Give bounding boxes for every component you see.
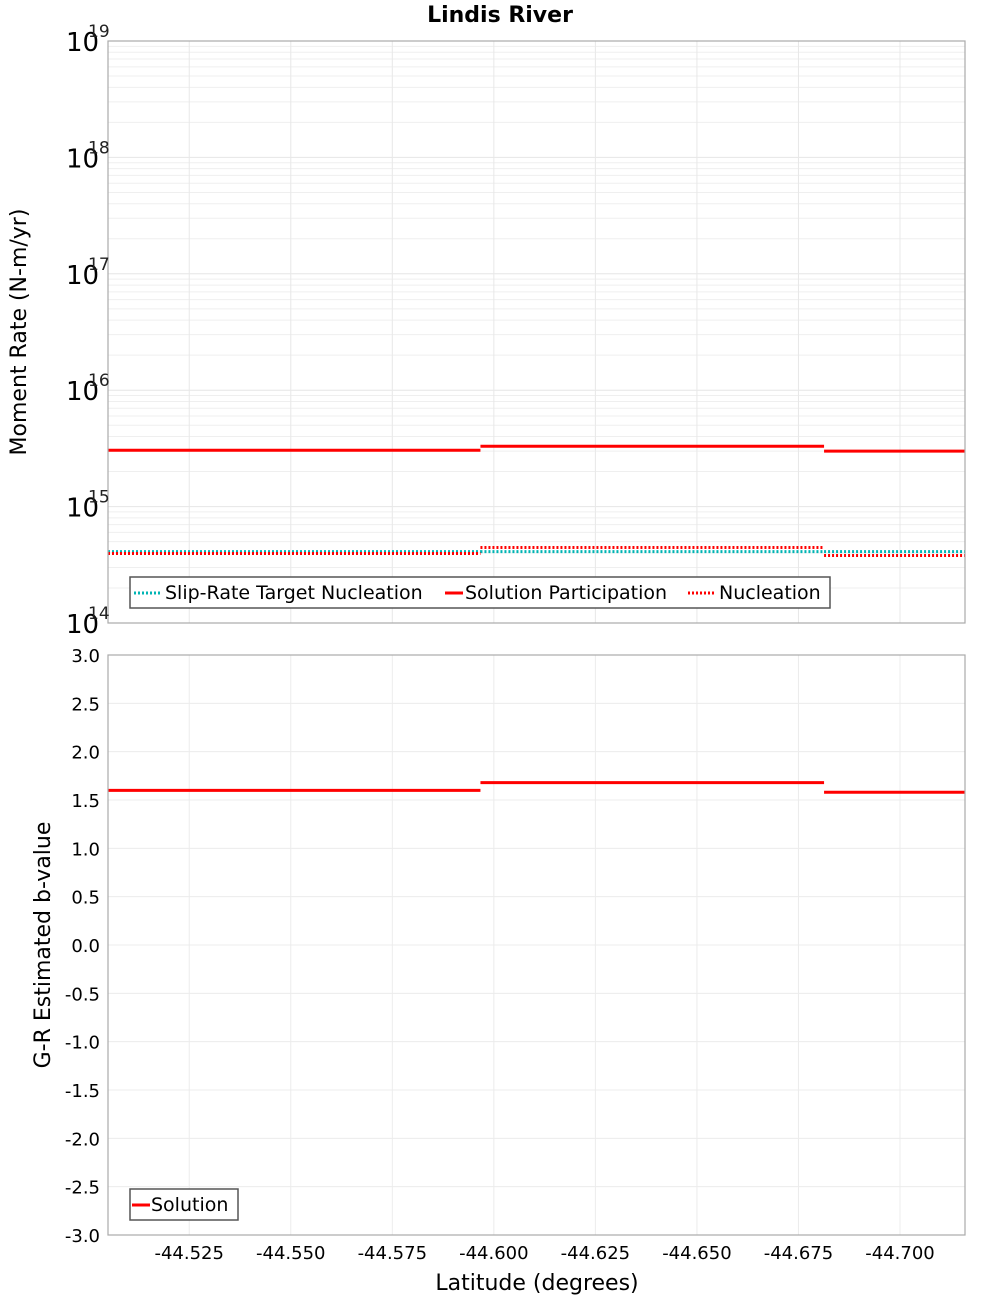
- legend-item-nucleation: Nucleation: [719, 582, 821, 604]
- y-tick-label: 2.5: [71, 694, 100, 715]
- y-tick-label: 0.0: [71, 936, 100, 957]
- top-y-axis-label: Moment Rate (N-m/yr): [7, 209, 32, 456]
- y-tick-exponent: 17: [88, 255, 110, 275]
- y-tick-label: 1.0: [71, 839, 100, 860]
- x-tick-label: -44.700: [865, 1243, 934, 1264]
- y-tick-label: -2.5: [65, 1178, 100, 1199]
- chart-title: Lindis River: [427, 3, 573, 28]
- bottom-plot-b-value: 3.0 2.5 2.0 1.5 1.0 0.5 0.0 -0.5 -1.0 -1.5 -2.0 -2.…: [31, 646, 965, 1296]
- y-tick-label: -1.0: [65, 1033, 100, 1054]
- bottom-legend: Solution: [130, 1189, 238, 1220]
- y-tick-label: -0.5: [65, 984, 100, 1005]
- y-tick-exponent: 14: [88, 604, 110, 624]
- y-tick-exponent: 18: [88, 138, 110, 158]
- legend-item-solution-participation: Solution Participation: [465, 582, 667, 604]
- legend-item-target-nucleation: Slip-Rate Target Nucleation: [165, 582, 423, 604]
- y-tick-label: 3.0: [71, 646, 100, 667]
- legend-item-solution: Solution: [151, 1194, 228, 1216]
- x-tick-label: -44.550: [256, 1243, 325, 1264]
- bottom-y-axis-label: G-R Estimated b-value: [31, 822, 56, 1069]
- x-tick-label: -44.575: [358, 1243, 427, 1264]
- x-tick-label: -44.600: [459, 1243, 528, 1264]
- y-tick-label: -1.5: [65, 1081, 100, 1102]
- y-tick-label: -3.0: [65, 1226, 100, 1247]
- y-tick-label: 0.5: [71, 888, 100, 909]
- y-tick-label: -2.0: [65, 1129, 100, 1150]
- y-tick-exponent: 15: [88, 488, 110, 508]
- chart-canvas: Lindis River 101410151016101710181019 Mo…: [0, 0, 1000, 1300]
- x-tick-label: -44.675: [764, 1243, 833, 1264]
- top-plot-moment-rate: 101410151016101710181019 Moment Rate (N-…: [7, 22, 965, 640]
- x-tick-label: -44.625: [561, 1243, 630, 1264]
- y-tick-exponent: 19: [88, 22, 110, 42]
- x-axis-label: Latitude (degrees): [435, 1271, 638, 1296]
- x-tick-labels: -44.525 -44.550 -44.575 -44.600 -44.625 -44.6…: [154, 1243, 934, 1264]
- y-tick-label: 2.0: [71, 743, 100, 764]
- bottom-y-tick-labels: 3.0 2.5 2.0 1.5 1.0 0.5 0.0 -0.5 -1.0 -1.5 -2.0 -2.…: [65, 646, 100, 1247]
- y-tick-label: 1.5: [71, 791, 100, 812]
- x-tick-label: -44.525: [154, 1243, 223, 1264]
- top-legend: Slip-Rate Target Nucleation Solution Par…: [130, 577, 830, 608]
- x-tick-label: -44.650: [662, 1243, 731, 1264]
- y-tick-exponent: 16: [88, 371, 110, 391]
- top-y-tick-labels: 101410151016101710181019: [66, 22, 110, 640]
